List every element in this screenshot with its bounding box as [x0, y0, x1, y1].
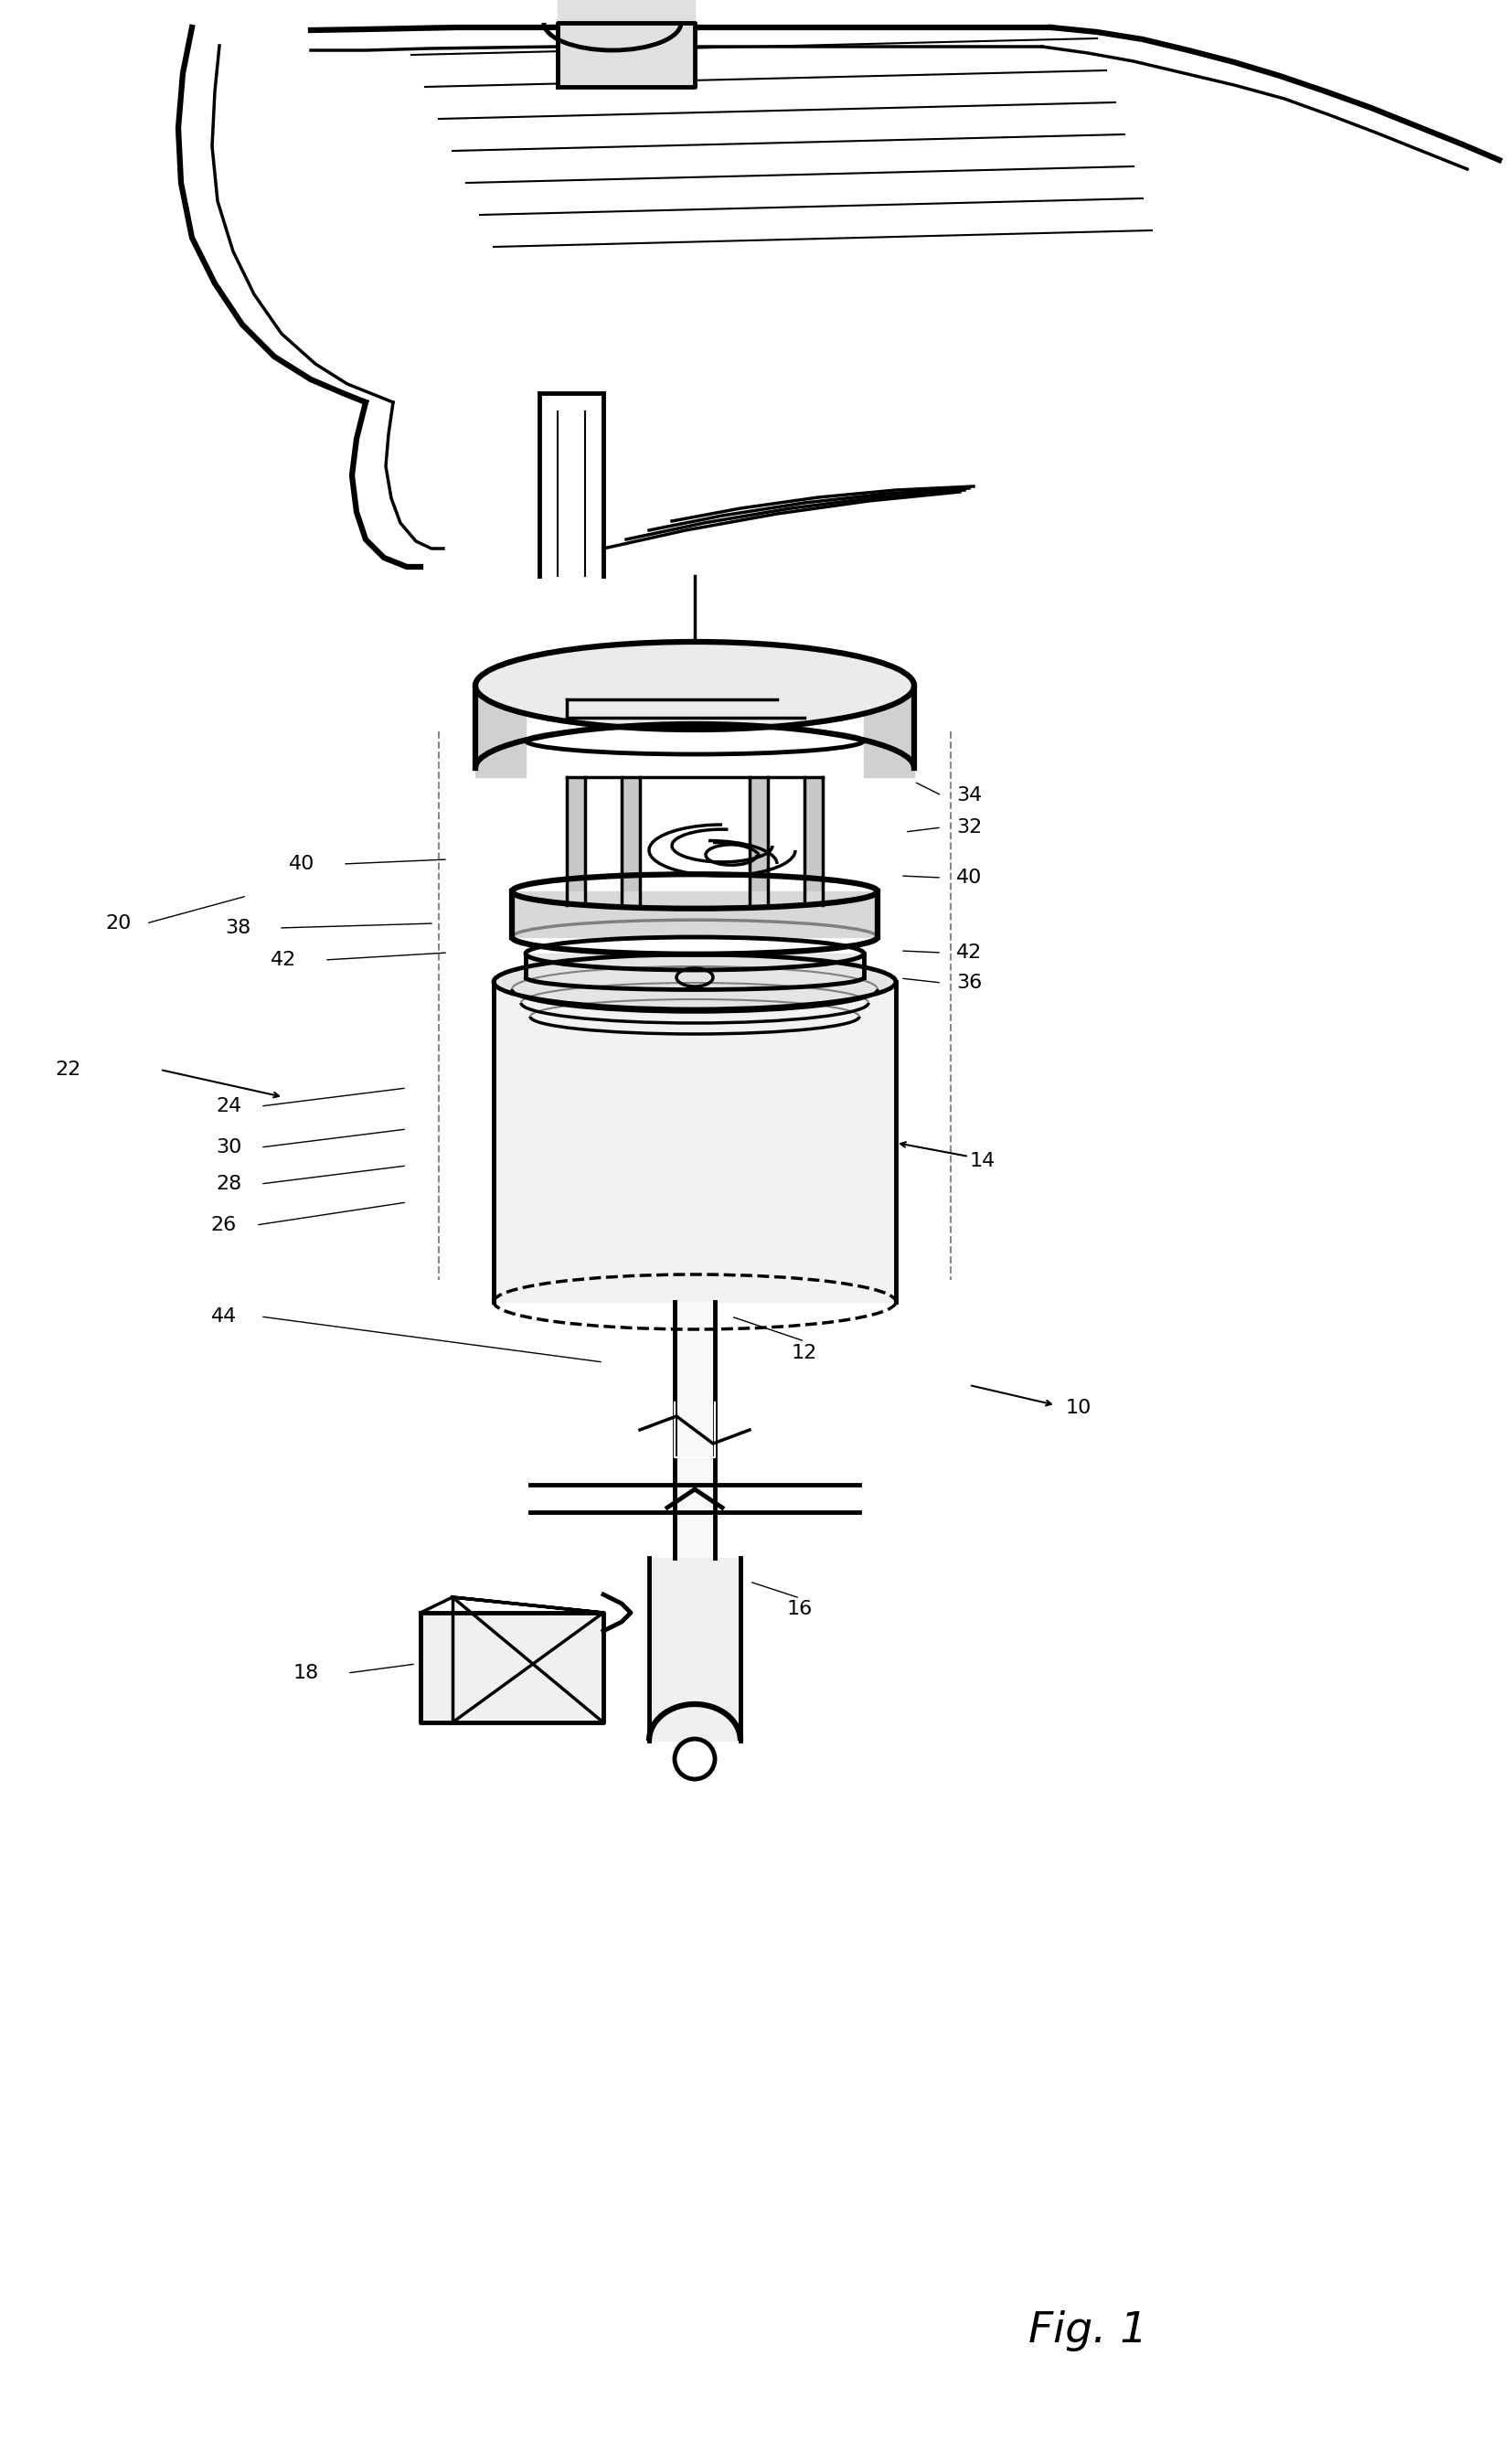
Polygon shape: [513, 893, 877, 937]
Text: 32: 32: [956, 819, 981, 836]
Text: 10: 10: [1066, 1398, 1092, 1417]
Polygon shape: [567, 777, 585, 905]
Text: 12: 12: [792, 1344, 818, 1363]
Text: 26: 26: [212, 1216, 237, 1233]
Polygon shape: [558, 0, 694, 22]
Text: 44: 44: [212, 1307, 237, 1327]
Text: 36: 36: [956, 973, 981, 993]
Text: 30: 30: [216, 1138, 242, 1157]
Text: 40: 40: [956, 868, 981, 888]
Text: 34: 34: [956, 787, 981, 804]
Polygon shape: [493, 981, 897, 1302]
Text: Fig. 1: Fig. 1: [1028, 2310, 1148, 2351]
Text: 28: 28: [216, 1175, 242, 1194]
Polygon shape: [804, 777, 823, 905]
Ellipse shape: [493, 954, 897, 1010]
Text: 24: 24: [216, 1096, 242, 1116]
Polygon shape: [750, 777, 768, 905]
Text: 42: 42: [271, 951, 296, 969]
Text: 18: 18: [293, 1665, 319, 1682]
Polygon shape: [558, 22, 694, 86]
Text: 38: 38: [225, 920, 251, 937]
Polygon shape: [621, 777, 640, 905]
Polygon shape: [863, 687, 915, 777]
Text: 16: 16: [786, 1599, 813, 1618]
Text: 20: 20: [106, 915, 132, 932]
Text: 42: 42: [956, 944, 981, 961]
Ellipse shape: [475, 642, 915, 731]
Polygon shape: [674, 1302, 715, 1557]
Polygon shape: [526, 954, 863, 978]
Polygon shape: [475, 687, 526, 777]
Text: 14: 14: [969, 1152, 995, 1170]
Text: 22: 22: [56, 1062, 82, 1079]
Polygon shape: [649, 1557, 741, 1741]
Text: 40: 40: [289, 856, 314, 873]
Polygon shape: [420, 1613, 603, 1721]
